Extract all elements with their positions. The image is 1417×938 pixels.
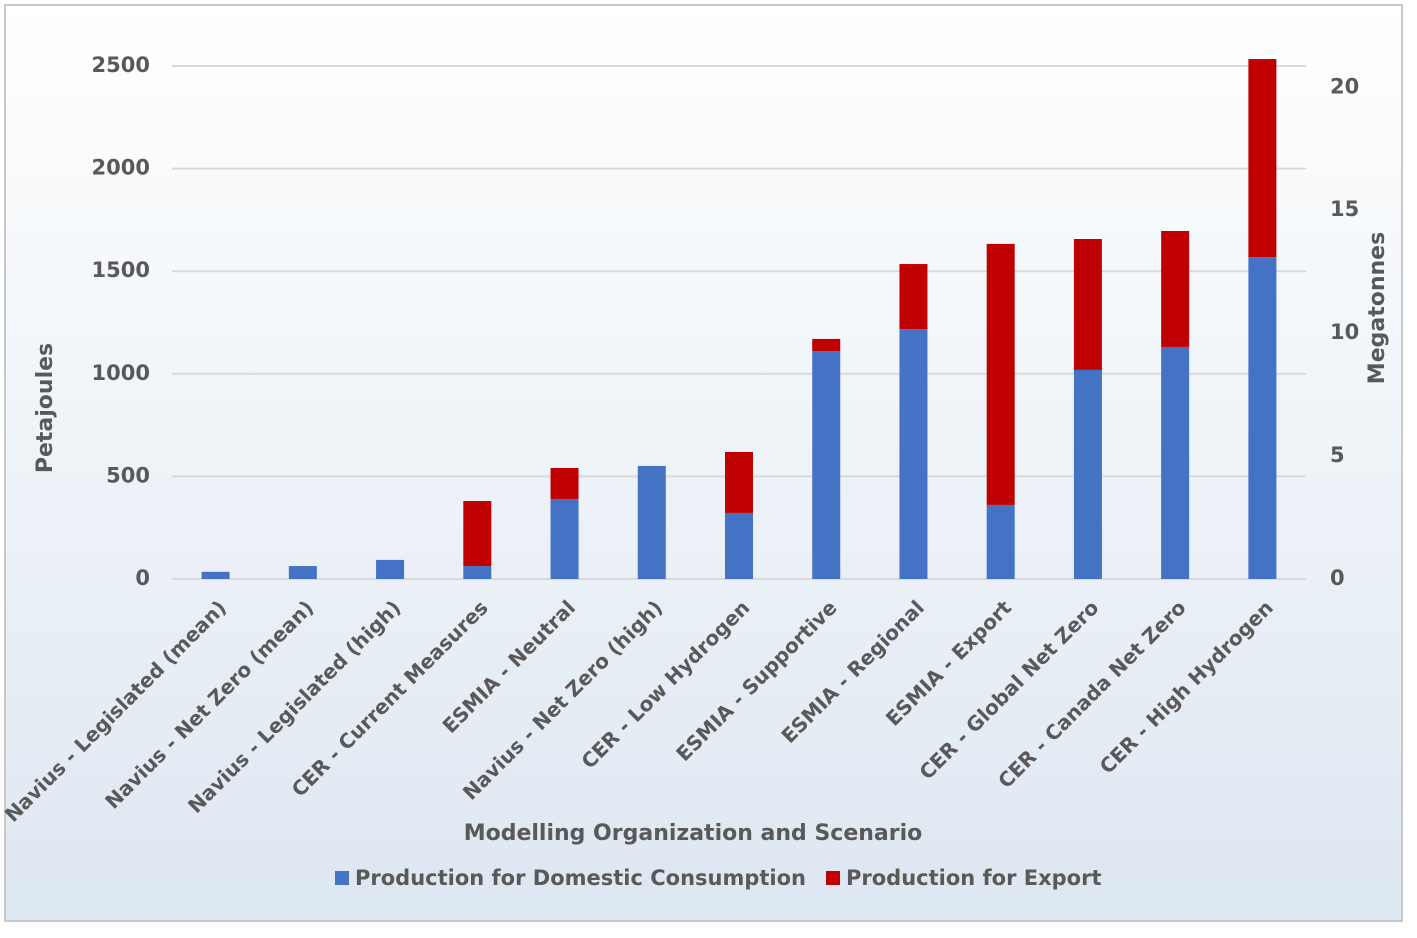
y-axis-title: Petajoules (33, 343, 58, 473)
legend-label: Production for Export (846, 866, 1102, 890)
bar-segment (1161, 230, 1190, 347)
y2-tick-label: 20 (1330, 74, 1359, 98)
y-tick-label: 0 (135, 566, 150, 590)
x-axis-title: Modelling Organization and Scenario (464, 821, 923, 846)
bar-segment (463, 566, 492, 579)
bar-segment (201, 571, 230, 579)
bar-segment (463, 501, 492, 567)
bar-segment (637, 465, 666, 579)
bar-segment (899, 329, 928, 579)
bar-segment (812, 351, 841, 579)
bar-segment (725, 512, 753, 579)
bar-segment (725, 451, 753, 513)
bar-segment (1161, 346, 1190, 579)
y2-axis-title: Megatonnes (1365, 232, 1390, 384)
bar-segment (1073, 238, 1102, 370)
bar-segment (288, 566, 317, 579)
y-tick-label: 1500 (92, 258, 150, 282)
legend-label: Production for Domestic Consumption (355, 866, 806, 890)
y-tick-label: 2500 (92, 53, 150, 77)
bar-segment (1248, 257, 1277, 579)
y2-tick-label: 5 (1330, 443, 1345, 467)
bar-segment (1073, 369, 1102, 579)
legend-swatch (826, 871, 840, 885)
y-tick-label: 2000 (92, 156, 150, 180)
y2-tick-label: 15 (1330, 197, 1359, 221)
y-tick-label: 1000 (92, 361, 150, 385)
bar-segment (986, 504, 1015, 579)
bar-segment (986, 243, 1015, 505)
y2-tick-label: 0 (1330, 566, 1345, 590)
bar-segment (550, 467, 579, 499)
bar-segment (1248, 59, 1277, 258)
bar-segment (550, 498, 579, 579)
y2-tick-label: 10 (1330, 320, 1359, 344)
legend-swatch (335, 871, 349, 885)
bar-segment (376, 559, 405, 579)
bar-segment (812, 338, 841, 352)
bar-segment (899, 264, 928, 330)
y-tick-label: 500 (106, 463, 150, 487)
